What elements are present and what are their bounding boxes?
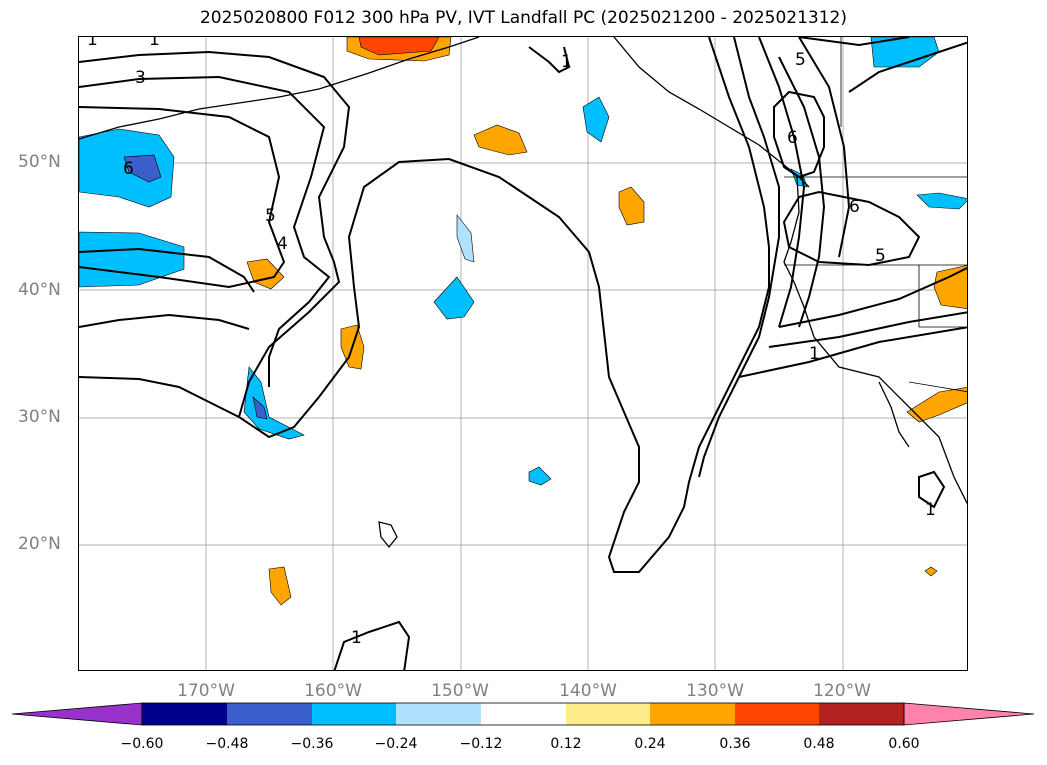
lat-label-50n: 50°N: [18, 152, 61, 172]
colorbar-bin: [566, 703, 650, 725]
colorbar-bin: [227, 703, 312, 725]
lon-label-140w: 140°W: [559, 681, 617, 701]
contour-label: 1: [149, 37, 160, 50]
colorbar-bin: [735, 703, 819, 725]
lon-label-130w: 130°W: [686, 681, 744, 701]
lat-label-30n: 30°N: [18, 407, 61, 427]
contour-label: 6: [123, 159, 134, 179]
contour-label: 6: [849, 197, 860, 217]
contour-label: 5: [795, 50, 806, 70]
contour-label: 1: [925, 500, 936, 520]
colorbar-tick: 0.24: [634, 736, 666, 752]
colorbar-bin: [312, 703, 396, 725]
lon-label-170w: 170°W: [177, 681, 235, 701]
contour-label: 1: [87, 37, 98, 50]
borders: [784, 37, 967, 393]
contour-label: 4: [277, 234, 288, 254]
colorbar: [11, 702, 1035, 726]
contour-label: 1: [809, 344, 820, 364]
contour-labels: 1 1 3 6 5 4 1 5 6 6 5 1 1 1: [87, 37, 936, 648]
colorbar-over-arrow: [903, 702, 1035, 726]
pc-shading: [79, 37, 967, 606]
colorbar-bin: [396, 703, 481, 725]
colorbar-tick: −0.36: [290, 736, 334, 752]
lon-label-160w: 160°W: [304, 681, 362, 701]
colorbar-bin: [650, 703, 735, 725]
colorbar-tick: −0.48: [205, 736, 249, 752]
colorbar-tick: 0.36: [719, 736, 751, 752]
lon-label-120w: 120°W: [813, 681, 871, 701]
colorbar-outline: [141, 702, 905, 726]
map-panel: 1 1 3 6 5 4 1 5 6 6 5 1 1 1: [78, 36, 968, 671]
contour-label: 1: [561, 52, 572, 72]
colorbar-bin: [819, 703, 904, 725]
lat-label-40n: 40°N: [18, 280, 61, 300]
colorbar-tick: 0.60: [888, 736, 920, 752]
lon-label-150w: 150°W: [431, 681, 489, 701]
pv-contours: [79, 37, 967, 670]
map-svg: 1 1 3 6 5 4 1 5 6 6 5 1 1 1: [79, 37, 967, 670]
colorbar-tick: −0.60: [120, 736, 164, 752]
contour-label: 5: [265, 206, 276, 226]
contour-label: 5: [875, 246, 886, 266]
contour-label: 3: [135, 68, 146, 88]
colorbar-bin: [481, 703, 566, 725]
colorbar-tick: 0.12: [550, 736, 582, 752]
colorbar-bin: [142, 703, 227, 725]
lat-label-20n: 20°N: [18, 534, 61, 554]
contour-label: 6: [787, 128, 798, 148]
contour-label: 1: [351, 628, 362, 648]
colorbar-tick: 0.48: [803, 736, 835, 752]
colorbar-tick: −0.12: [459, 736, 503, 752]
colorbar-under-arrow: [11, 702, 143, 726]
colorbar-tick: −0.24: [374, 736, 418, 752]
map-title: 2025020800 F012 300 hPa PV, IVT Landfall…: [199, 8, 847, 28]
